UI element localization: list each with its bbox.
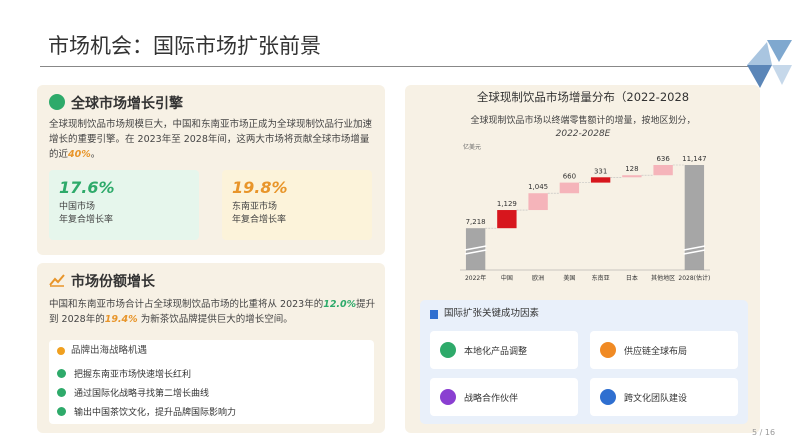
trend-icon bbox=[49, 274, 65, 287]
value-label: 7,218 bbox=[466, 218, 486, 226]
slide-title: 市场机会：国际市场扩张前景 bbox=[48, 34, 321, 58]
x-tick-label: 东南亚 bbox=[592, 274, 610, 282]
engine-card: 全球市场增长引擎 全球现制饮品市场规模巨大，中国和东南亚市场正成为全球现制饮品行… bbox=[37, 85, 385, 255]
card-body: 中国和东南亚市场合计占全球现制饮品市场的比重将从 2023年的12.0%提升到 … bbox=[49, 297, 379, 327]
bulb-icon bbox=[57, 347, 65, 355]
stat-label: 年复合增长率 bbox=[232, 215, 287, 225]
item-text: 通过国际化战略寻找第二增长曲线 bbox=[74, 389, 210, 399]
unit-label: 亿美元 bbox=[463, 143, 481, 151]
bar bbox=[684, 165, 705, 270]
value-label: 660 bbox=[563, 173, 576, 181]
bar bbox=[497, 210, 517, 229]
icon bbox=[600, 342, 616, 358]
stat-value: 17.6% bbox=[59, 178, 115, 197]
factors-panel: 国际扩张关键成功因素 本地化产品调整 供应链全球布局 战略合作伙伴 跨文化团队建… bbox=[420, 300, 748, 424]
check-icon bbox=[57, 407, 66, 416]
highlight: 19.4% bbox=[104, 314, 138, 325]
x-tick-label: 其他地区 bbox=[651, 274, 675, 282]
value-label: 1,045 bbox=[528, 183, 548, 191]
factor-item: 战略合作伙伴 bbox=[430, 378, 578, 416]
factor-label: 跨文化团队建设 bbox=[624, 393, 688, 404]
check-icon bbox=[57, 388, 66, 397]
stat-label: 中国市场 bbox=[59, 202, 96, 212]
bar bbox=[653, 165, 673, 176]
x-tick-label: 中国 bbox=[501, 274, 513, 282]
list: 把握东南亚市场快速增长红利通过国际化战略寻找第二增长曲线输出中国茶饮文化，提升品… bbox=[57, 364, 236, 421]
list-item: 输出中国茶饮文化，提升品牌国际影响力 bbox=[57, 402, 236, 421]
stat-label: 东南亚市场 bbox=[232, 202, 278, 212]
text: 提升到 2028年的 bbox=[49, 299, 376, 325]
bar bbox=[528, 193, 548, 211]
value-label: 331 bbox=[594, 167, 607, 175]
chart-subtitle: 全球现制饮品市场以终端零售额计的增量，按地区划分， bbox=[470, 114, 695, 126]
x-tick-label: 欧洲 bbox=[532, 274, 544, 282]
axis-break bbox=[464, 245, 487, 255]
page-number: 5 / 16 bbox=[752, 428, 776, 437]
stat-label: 年复合增长率 bbox=[59, 215, 114, 225]
logo bbox=[747, 40, 792, 88]
panel-title: 国际扩张关键成功因素 bbox=[444, 308, 540, 319]
box-title: 品牌出海战略机遇 bbox=[71, 345, 148, 356]
check-icon bbox=[57, 369, 66, 378]
text: 为新茶饮品牌提供巨大的增长空间。 bbox=[140, 314, 293, 325]
factor-label: 战略合作伙伴 bbox=[464, 393, 519, 404]
stat-value: 19.8% bbox=[232, 178, 288, 197]
factor-item: 跨文化团队建设 bbox=[590, 378, 738, 416]
bar bbox=[622, 175, 642, 178]
value-label: 11,147 bbox=[682, 155, 707, 163]
chart-subtitle: 2022-2028E bbox=[556, 129, 611, 139]
x-tick-label: 2028(估计) bbox=[678, 274, 710, 282]
list-item: 通过国际化战略寻找第二增长曲线 bbox=[57, 383, 236, 402]
value-label: 128 bbox=[625, 165, 638, 173]
card-title: 市场份额增长 bbox=[71, 274, 155, 290]
bar bbox=[465, 228, 486, 270]
x-tick-label: 美国 bbox=[563, 274, 575, 282]
item-text: 把握东南亚市场快速增长红利 bbox=[74, 370, 192, 380]
icon bbox=[440, 389, 456, 405]
icon bbox=[440, 342, 456, 358]
list-item: 把握东南亚市场快速增长红利 bbox=[57, 364, 236, 383]
stat-box: 19.8% 东南亚市场年复合增长率 bbox=[222, 170, 372, 240]
x-tick-label: 2022年 bbox=[465, 274, 486, 282]
text: 中国和东南亚市场合计占全球现制饮品市场的比重将从 2023年的 bbox=[49, 299, 324, 310]
chart: 全球现制饮品市场增量分布（2022-2028 全球现制饮品市场以终端零售额计的增… bbox=[460, 90, 710, 282]
value-label: 1,129 bbox=[497, 200, 517, 208]
card-body: 全球现制饮品市场规模巨大，中国和东南亚市场正成为全球现制饮品行业加速增长的重要引… bbox=[49, 117, 374, 162]
factor-item: 本地化产品调整 bbox=[430, 331, 578, 369]
factor-label: 供应链全球布局 bbox=[624, 346, 688, 357]
flag-icon bbox=[430, 310, 438, 319]
title-rule bbox=[40, 66, 750, 67]
stat-box: 17.6% 中国市场年复合增长率 bbox=[49, 170, 199, 240]
factor-label: 本地化产品调整 bbox=[464, 346, 528, 357]
bar bbox=[590, 177, 611, 183]
value-label: 636 bbox=[656, 155, 670, 163]
card-title: 全球市场增长引擎 bbox=[71, 96, 183, 112]
highlight: 40% bbox=[68, 149, 91, 160]
axis-break bbox=[683, 245, 706, 255]
item-text: 输出中国茶饮文化，提升品牌国际影响力 bbox=[74, 408, 237, 418]
chart-card: 全球现制饮品市场增量分布（2022-2028 全球现制饮品市场以终端零售额计的增… bbox=[405, 85, 760, 433]
opportunity-box: 品牌出海战略机遇 把握东南亚市场快速增长红利通过国际化战略寻找第二增长曲线输出中… bbox=[49, 340, 374, 424]
highlight: 12.0% bbox=[323, 299, 357, 310]
text: 。 bbox=[90, 149, 101, 160]
chart-title: 全球现制饮品市场增量分布（2022-2028 bbox=[477, 90, 689, 104]
bar bbox=[559, 182, 580, 194]
icon bbox=[600, 389, 616, 405]
globe-icon bbox=[49, 94, 65, 110]
text: 全球现制饮品市场规模巨大，中国和东南亚市场正成为全球现制饮品行业加速增长的重要引… bbox=[49, 119, 373, 160]
x-tick-label: 日本 bbox=[626, 274, 638, 282]
share-card: 市场份额增长 中国和东南亚市场合计占全球现制饮品市场的比重将从 2023年的12… bbox=[37, 263, 385, 433]
factor-item: 供应链全球布局 bbox=[590, 331, 738, 369]
